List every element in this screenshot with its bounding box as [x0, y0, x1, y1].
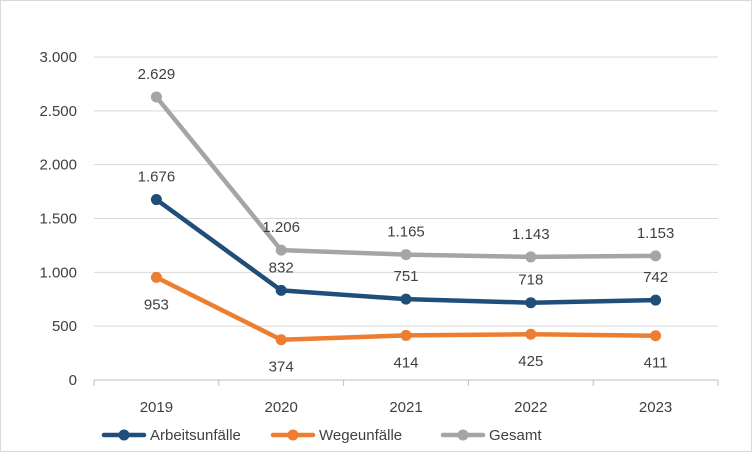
- legend-label: Arbeitsunfälle: [150, 427, 241, 444]
- x-tick-label: 2022: [514, 399, 547, 416]
- data-label: 832: [269, 259, 294, 276]
- data-point: [525, 297, 537, 309]
- y-tick-label: 2.500: [39, 103, 77, 120]
- legend: Arbeitsunfälle Wegeunfälle Gesamt: [101, 427, 542, 444]
- data-point: [150, 194, 162, 206]
- data-point: [400, 249, 412, 261]
- y-tick-label: 1.500: [39, 211, 77, 228]
- legend-swatch-marker: [118, 429, 130, 441]
- gridlines: [94, 56, 718, 327]
- data-label: 953: [144, 296, 169, 313]
- data-point: [650, 250, 662, 262]
- series-lines: [150, 91, 662, 346]
- data-label: 414: [393, 354, 418, 371]
- data-label: 751: [393, 268, 418, 285]
- data-label: 718: [518, 272, 543, 289]
- axes: 0 500 1.000 1.500 2.000 2.500 3.000 2019 2020 202…: [39, 49, 719, 416]
- legend-entry: Gesamt: [440, 427, 542, 444]
- y-tick-label: 2.000: [39, 157, 77, 174]
- legend-swatch-marker: [457, 429, 469, 441]
- x-tick-label: 2020: [265, 399, 298, 416]
- data-label: 425: [518, 353, 543, 370]
- data-label: 374: [269, 359, 294, 376]
- data-label: 742: [643, 269, 668, 286]
- data-label: 1.206: [262, 219, 300, 236]
- data-point: [400, 293, 412, 305]
- data-point: [525, 328, 537, 340]
- legend-label: Wegeunfälle: [319, 427, 402, 444]
- y-tick-label: 1.000: [39, 264, 77, 281]
- y-tick-label: 0: [69, 372, 77, 389]
- legend-entry: Arbeitsunfälle: [101, 427, 241, 444]
- data-point: [275, 334, 287, 346]
- legend-entry: Wegeunfälle: [270, 427, 402, 444]
- y-tick-label: 500: [52, 318, 77, 335]
- legend-swatch-marker: [287, 429, 299, 441]
- data-point: [525, 251, 537, 263]
- data-point: [275, 244, 287, 256]
- legend-label: Gesamt: [489, 427, 542, 444]
- data-label: 411: [644, 355, 668, 372]
- data-point: [275, 284, 287, 296]
- data-point: [400, 329, 412, 341]
- data-label: 1.153: [637, 225, 675, 242]
- x-tick-label: 2021: [389, 399, 422, 416]
- data-point: [650, 330, 662, 342]
- x-tick-label: 2019: [140, 399, 173, 416]
- data-label: 1.676: [138, 169, 176, 186]
- data-point: [650, 294, 662, 306]
- data-label: 2.629: [138, 66, 176, 83]
- data-label: 1.165: [387, 224, 425, 241]
- data-point: [150, 91, 162, 103]
- data-label: 1.143: [512, 226, 550, 243]
- x-tick-label: 2023: [639, 399, 672, 416]
- data-labels: 1.676 832 751 718 742 953 374 414 425 411 2.629 1.2…: [138, 66, 675, 376]
- y-tick-label: 3.000: [39, 49, 77, 66]
- data-point: [150, 271, 162, 283]
